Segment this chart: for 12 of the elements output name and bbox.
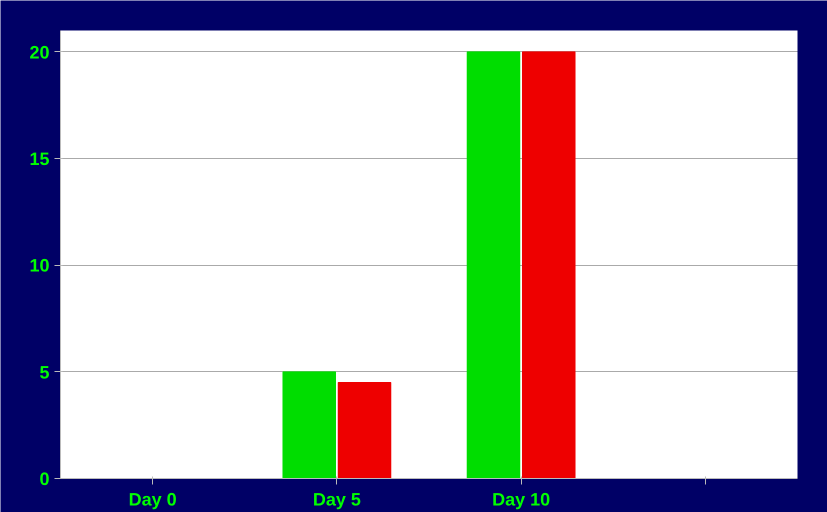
bar [282, 371, 336, 478]
y-tick-label: 20 [29, 42, 50, 62]
y-tick-label: 0 [39, 469, 50, 489]
x-tick-label: Day 0 [128, 490, 177, 510]
y-tick-label: 10 [29, 256, 50, 276]
bar [522, 51, 576, 478]
y-tick-label: 15 [29, 149, 50, 169]
x-tick-label: Day 10 [492, 490, 550, 510]
x-tick-label: Day 5 [312, 490, 361, 510]
y-tick-label: 5 [39, 362, 50, 382]
bar [338, 382, 392, 478]
bar [466, 51, 520, 478]
